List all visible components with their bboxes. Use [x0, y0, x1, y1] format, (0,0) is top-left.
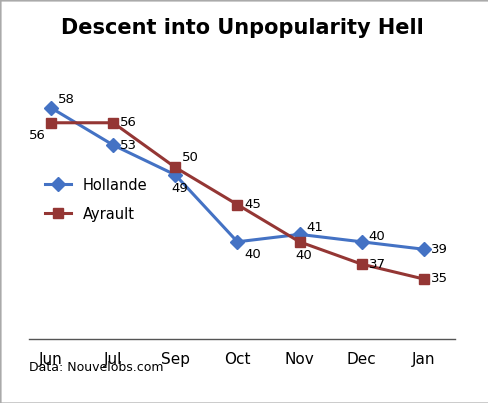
Hollande — [172, 172, 178, 177]
Ayrault — [48, 120, 54, 125]
Ayrault — [172, 165, 178, 170]
Ayrault — [234, 202, 240, 207]
Legend: Hollande, Ayrault: Hollande, Ayrault — [45, 177, 147, 222]
Ayrault — [358, 262, 364, 266]
Text: Data: Nouvelobs.com: Data: Nouvelobs.com — [29, 361, 163, 374]
Ayrault — [110, 120, 116, 125]
Line: Hollande: Hollande — [46, 103, 427, 254]
Hollande — [48, 106, 54, 110]
Text: 41: 41 — [306, 221, 323, 234]
Hollande — [358, 239, 364, 244]
Hollande — [234, 239, 240, 244]
Ayrault — [296, 239, 302, 244]
Hollande — [296, 232, 302, 237]
Text: 40: 40 — [244, 248, 261, 261]
Text: 45: 45 — [244, 198, 261, 211]
Text: 40: 40 — [368, 230, 385, 243]
Hollande — [420, 247, 426, 251]
Ayrault — [420, 276, 426, 281]
Line: Ayrault: Ayrault — [46, 118, 427, 284]
Text: 49: 49 — [171, 182, 187, 195]
Title: Descent into Unpopularity Hell: Descent into Unpopularity Hell — [61, 19, 423, 38]
Hollande — [110, 143, 116, 147]
Text: 37: 37 — [368, 258, 385, 271]
Text: 35: 35 — [430, 272, 447, 285]
Text: 56: 56 — [120, 116, 137, 129]
Text: 58: 58 — [58, 93, 75, 106]
Text: 56: 56 — [29, 129, 46, 142]
Text: 39: 39 — [430, 243, 447, 256]
Text: 40: 40 — [295, 249, 311, 262]
Text: 50: 50 — [182, 151, 199, 164]
Text: 53: 53 — [120, 139, 137, 152]
